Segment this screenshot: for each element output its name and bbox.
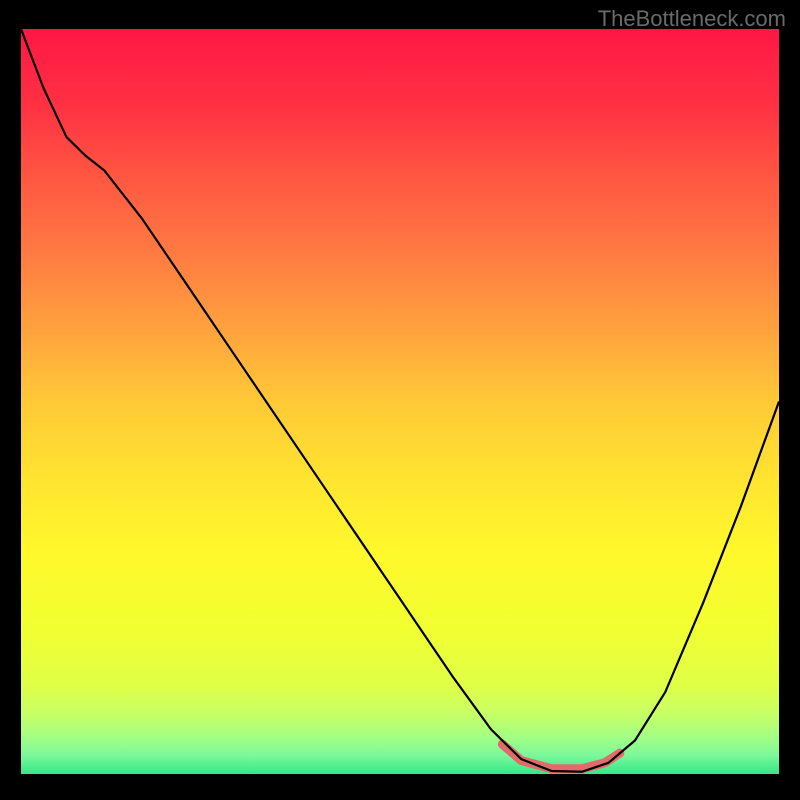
- plot-area: [21, 29, 779, 774]
- bottleneck-curve-line: [21, 29, 779, 772]
- watermark-text: TheBottleneck.com: [598, 6, 786, 32]
- bottleneck-curve: [21, 29, 779, 774]
